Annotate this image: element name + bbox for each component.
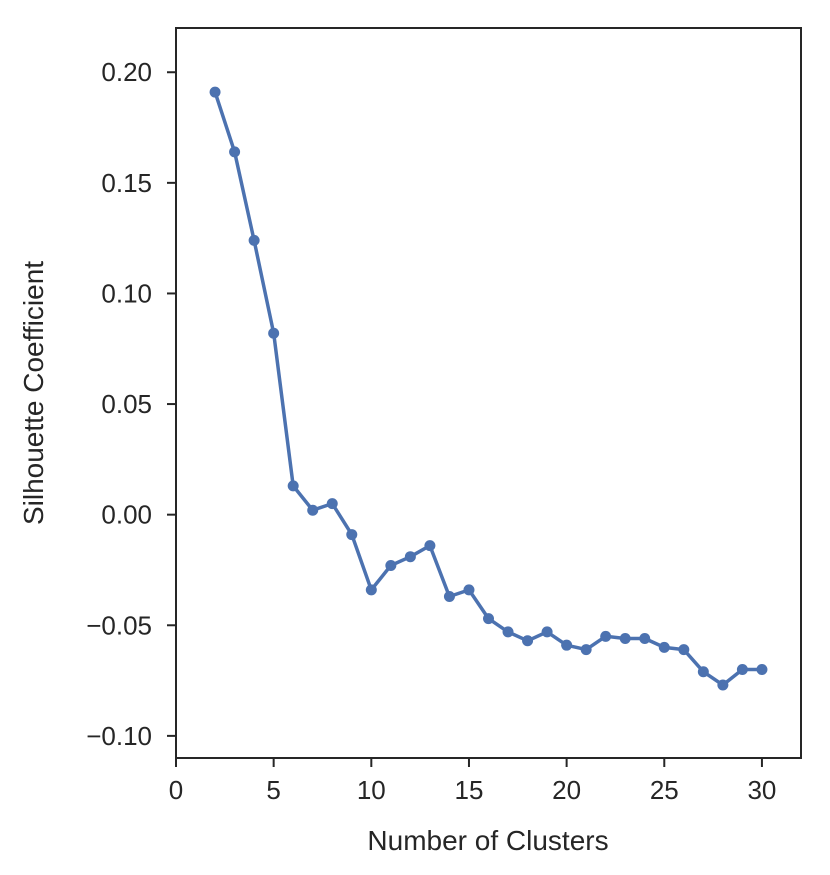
- x-tick-label: 30: [747, 775, 776, 805]
- y-tick-label: 0.10: [101, 278, 152, 308]
- x-tick-label: 15: [455, 775, 484, 805]
- data-point: [600, 630, 612, 642]
- data-point: [326, 498, 338, 510]
- data-point: [365, 584, 377, 596]
- plot-area: [175, 27, 802, 759]
- x-axis-label: Number of Clusters: [367, 825, 608, 856]
- series-line: [213, 90, 764, 687]
- x-tick-label: 20: [552, 775, 581, 805]
- x-tick-label: 0: [169, 775, 183, 805]
- y-tick-label: 0.20: [101, 57, 152, 87]
- y-axis-label: Silhouette Coefficient: [18, 261, 49, 525]
- data-point: [404, 551, 416, 563]
- data-point: [639, 633, 651, 645]
- data-point: [561, 639, 573, 651]
- data-point: [209, 86, 221, 98]
- data-point: [287, 480, 299, 492]
- y-tick-label: 0.00: [101, 500, 152, 530]
- y-tick-label: −0.05: [86, 610, 152, 640]
- data-point: [658, 641, 670, 653]
- data-point: [541, 626, 553, 638]
- data-point: [697, 666, 709, 678]
- plot-frame: [175, 27, 802, 759]
- y-axis: −0.10 −0.05 0.00 0.05 0.10 0.15 0.20: [86, 57, 176, 751]
- data-point: [229, 146, 241, 158]
- data-point: [756, 664, 768, 676]
- data-point: [307, 504, 319, 516]
- data-point: [443, 591, 455, 603]
- data-point: [522, 635, 534, 647]
- data-point: [424, 540, 436, 552]
- data-point: [346, 529, 358, 541]
- x-tick-label: 25: [650, 775, 679, 805]
- x-axis: 0 5 10 15 20 25 30: [169, 758, 776, 805]
- data-point: [619, 633, 631, 645]
- data-point: [463, 584, 475, 596]
- y-tick-label: −0.10: [86, 721, 152, 751]
- series-layer: [209, 86, 768, 691]
- data-point: [678, 644, 690, 656]
- data-point: [580, 644, 592, 656]
- x-tick-label: 10: [357, 775, 386, 805]
- x-tick-label: 5: [266, 775, 280, 805]
- data-point: [385, 560, 397, 572]
- y-tick-label: 0.05: [101, 389, 152, 419]
- data-point: [502, 626, 514, 638]
- data-point: [483, 613, 494, 625]
- data-point: [717, 679, 729, 691]
- data-point: [268, 327, 280, 339]
- y-tick-label: 0.15: [101, 168, 152, 198]
- data-point: [736, 664, 748, 676]
- data-point: [248, 234, 260, 246]
